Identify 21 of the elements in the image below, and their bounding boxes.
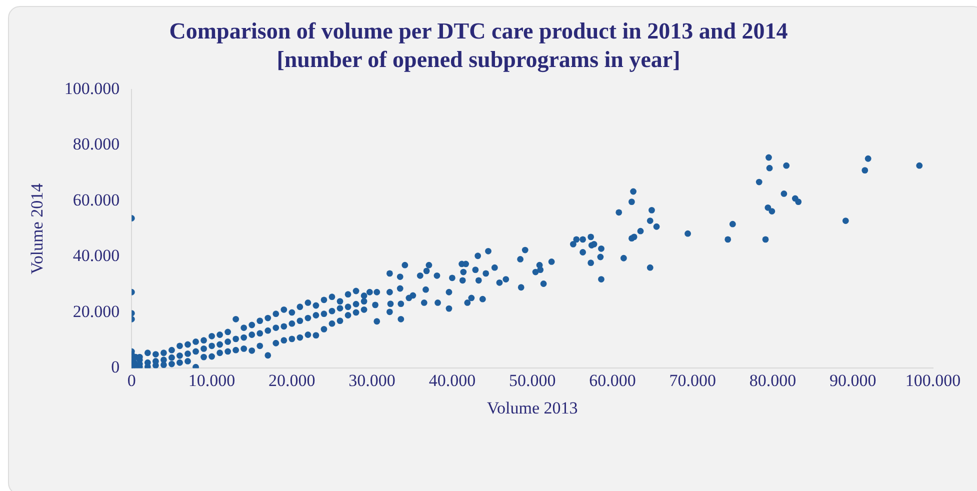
x-tick-label: 40.000 xyxy=(428,370,476,390)
y-axis-title: Volume 2014 xyxy=(28,182,47,274)
chart-subtitle: [number of opened subprograms in year] xyxy=(276,47,680,74)
x-tick-label: 10.000 xyxy=(188,370,236,390)
x-axis-title: Volume 2013 xyxy=(486,398,578,418)
y-tick-label: 60.000 xyxy=(72,190,120,210)
chart-title: Comparison of volume per DTC care product in 2013 and 2014 xyxy=(169,18,788,44)
y-tick-label: 80.000 xyxy=(72,134,120,154)
x-tick-label: 60.000 xyxy=(589,370,636,390)
y-tick-label: 40.000 xyxy=(72,246,120,266)
y-tick-label: 100.000 xyxy=(64,78,120,98)
x-tick-label: 30.000 xyxy=(348,370,396,390)
x-tick-label: 20.000 xyxy=(268,370,316,390)
y-tick-label: 20.000 xyxy=(72,302,120,321)
x-tick-label: 50.000 xyxy=(508,370,556,390)
x-tick-label: 70.000 xyxy=(669,370,716,390)
x-tick-label: 0 xyxy=(127,370,136,390)
x-tick-label: 80.000 xyxy=(749,370,796,390)
x-tick-label: 100.000 xyxy=(905,370,961,390)
y-tick-label: 0 xyxy=(111,358,120,377)
x-tick-label: 90.000 xyxy=(829,370,876,390)
